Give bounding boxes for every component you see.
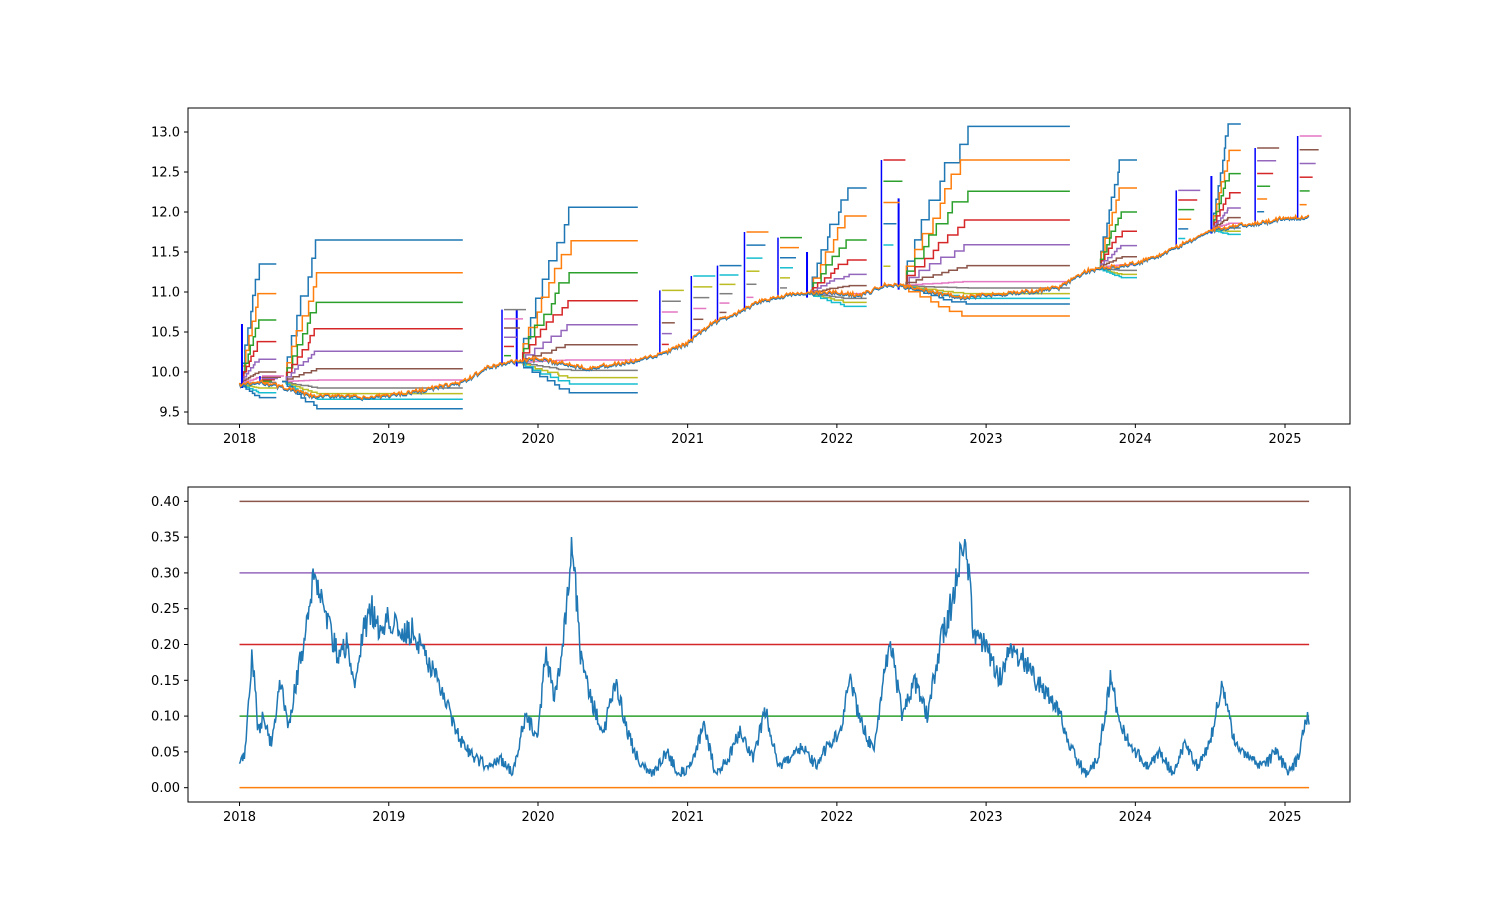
price-level-line bbox=[282, 379, 463, 383]
price-chart-y-tick-label: 11.0 bbox=[151, 286, 180, 301]
volatility-chart: 2018 2019 2020 2021 2022 2023 2024 2025 0.00 0.05… bbox=[151, 486, 1351, 825]
volatility-chart-x-tick-label: 2020 bbox=[521, 810, 554, 825]
price-level-line bbox=[898, 125, 1070, 287]
price-level-line bbox=[1211, 172, 1241, 231]
price-level-line bbox=[898, 264, 1070, 287]
price-level-line bbox=[516, 361, 638, 379]
volatility-chart-x-tick-label: 2021 bbox=[671, 810, 704, 825]
volatility-chart-y-tick-label: 0.30 bbox=[151, 566, 180, 581]
price-level-line bbox=[282, 380, 463, 395]
price-level-line bbox=[516, 361, 638, 394]
price-level-line bbox=[807, 187, 867, 295]
volatility-chart-y-tick-label: 0.15 bbox=[151, 674, 180, 689]
price-level-line bbox=[282, 328, 463, 383]
price-level-line bbox=[516, 206, 638, 364]
volatility-chart-x-tick-label: 2025 bbox=[1268, 810, 1301, 825]
price-chart-y-tick-label: 11.5 bbox=[151, 246, 180, 261]
price-level-line bbox=[516, 272, 638, 364]
price-level-line bbox=[516, 300, 638, 364]
volatility-chart-y-tick-label: 0.25 bbox=[151, 602, 180, 617]
volatility-chart-x-tick-label: 2024 bbox=[1119, 810, 1152, 825]
price-level-line bbox=[807, 215, 867, 295]
price-level-line bbox=[898, 284, 1070, 289]
price-chart-x-tick-label: 2020 bbox=[521, 432, 554, 447]
price-chart-axes: 2018 2019 2020 2021 2022 2023 2024 2025 9.5 10.0 1… bbox=[151, 126, 1301, 448]
price-level-line bbox=[898, 190, 1070, 287]
volatility-chart-axes: 2018 2019 2020 2021 2022 2023 2024 2025 0.00 0.05… bbox=[151, 495, 1301, 825]
price-chart-y-tick-label: 12.0 bbox=[151, 206, 180, 221]
volatility-chart-plot-area bbox=[238, 500, 1310, 789]
price-level-line bbox=[807, 239, 867, 295]
price-level-line bbox=[898, 159, 1070, 287]
price-chart: 2018 2019 2020 2021 2022 2023 2024 2025 9.5 10.0 1… bbox=[151, 107, 1351, 448]
volatility-chart-y-tick-label: 0.05 bbox=[151, 745, 180, 760]
price-chart-y-tick-label: 9.5 bbox=[159, 406, 180, 421]
price-chart-y-tick-label: 10.0 bbox=[151, 366, 180, 381]
price-chart-x-tick-label: 2021 bbox=[671, 432, 704, 447]
price-level-line bbox=[1097, 211, 1137, 269]
price-series-line bbox=[238, 214, 1310, 402]
volatility-chart-y-tick-label: 0.10 bbox=[151, 710, 180, 725]
price-level-line bbox=[1097, 230, 1137, 269]
price-level-line bbox=[898, 219, 1070, 287]
price-level-line bbox=[239, 383, 277, 399]
volatility-chart-y-tick-label: 0.35 bbox=[151, 531, 180, 546]
price-chart-y-tick-label: 12.5 bbox=[151, 166, 180, 181]
price-chart-x-tick-label: 2024 bbox=[1119, 432, 1152, 447]
price-level-line bbox=[1211, 149, 1241, 231]
volatility-chart-y-tick-label: 0.20 bbox=[151, 638, 180, 653]
price-level-line bbox=[516, 240, 638, 364]
price-level-line bbox=[898, 280, 1070, 287]
price-level-line bbox=[1211, 192, 1241, 231]
volatility-chart-x-tick-label: 2018 bbox=[223, 810, 256, 825]
price-level-line bbox=[1097, 267, 1137, 279]
price-level-line bbox=[516, 344, 638, 364]
price-chart-x-tick-label: 2019 bbox=[372, 432, 405, 447]
price-level-line bbox=[516, 361, 638, 385]
price-level-line bbox=[898, 244, 1070, 287]
price-chart-x-tick-label: 2022 bbox=[820, 432, 853, 447]
price-level-line bbox=[282, 368, 463, 383]
price-chart-plot-area bbox=[238, 123, 1322, 410]
volatility-chart-x-tick-label: 2022 bbox=[820, 810, 853, 825]
price-chart-frame bbox=[187, 107, 1351, 425]
price-level-line bbox=[282, 239, 463, 383]
price-chart-x-tick-label: 2018 bbox=[223, 432, 256, 447]
price-level-line bbox=[1211, 222, 1241, 231]
price-level-line bbox=[898, 284, 1070, 317]
price-level-line bbox=[1097, 244, 1137, 269]
volatility-chart-y-tick-label: 0.00 bbox=[151, 781, 180, 796]
price-level-line bbox=[516, 361, 638, 372]
price-smoothed-line bbox=[238, 213, 1310, 401]
price-level-line bbox=[282, 350, 463, 383]
price-level-line bbox=[239, 340, 277, 385]
price-chart-y-tick-label: 13.0 bbox=[151, 126, 180, 141]
volatility-series-line bbox=[238, 536, 1310, 778]
volatility-chart-x-tick-label: 2023 bbox=[970, 810, 1003, 825]
price-chart-x-tick-label: 2023 bbox=[970, 432, 1003, 447]
price-level-line bbox=[807, 259, 867, 295]
price-level-line bbox=[282, 272, 463, 383]
price-level-line bbox=[282, 301, 463, 383]
volatility-chart-x-tick-label: 2019 bbox=[372, 810, 405, 825]
price-level-line bbox=[516, 324, 638, 364]
price-level-line bbox=[1097, 187, 1137, 269]
price-level-line bbox=[807, 292, 867, 308]
price-level-line bbox=[239, 263, 277, 385]
price-chart-y-tick-label: 10.5 bbox=[151, 326, 180, 341]
volatility-chart-y-tick-label: 0.40 bbox=[151, 495, 180, 510]
price-chart-x-tick-label: 2025 bbox=[1268, 432, 1301, 447]
